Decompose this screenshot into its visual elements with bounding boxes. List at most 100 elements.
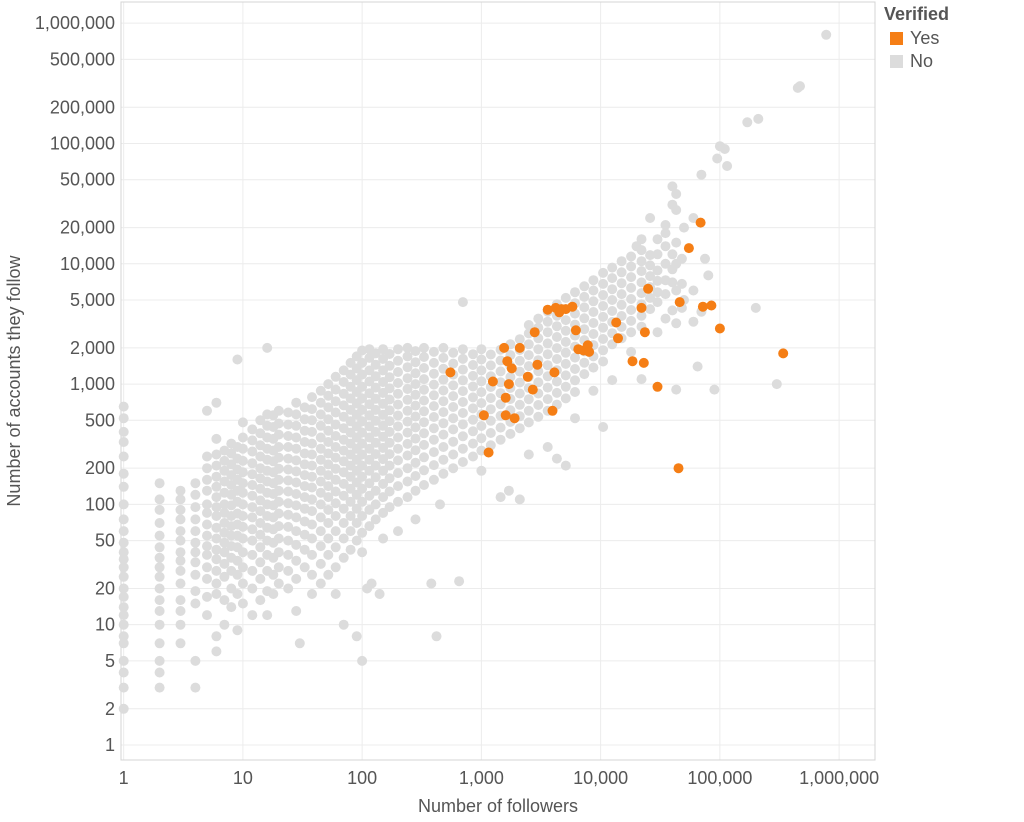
point-no[interactable] (307, 549, 317, 560)
point-no[interactable] (419, 480, 429, 490)
point-no[interactable] (384, 460, 395, 471)
point-no[interactable] (283, 442, 294, 452)
point-yes[interactable] (500, 410, 511, 421)
point-no[interactable] (247, 583, 258, 594)
point-no[interactable] (283, 565, 294, 576)
point-no[interactable] (202, 507, 212, 518)
point-no[interactable] (273, 429, 284, 440)
point-no[interactable] (468, 451, 478, 462)
point-no[interactable] (485, 428, 496, 438)
point-no[interactable] (410, 346, 421, 357)
point-no[interactable] (431, 631, 442, 642)
point-no[interactable] (667, 277, 678, 288)
point-no[interactable] (428, 423, 439, 434)
point-no[interactable] (323, 425, 334, 436)
point-no[interactable] (273, 562, 284, 573)
point-no[interactable] (330, 419, 341, 430)
point-no[interactable] (283, 464, 294, 475)
point-no[interactable] (378, 533, 389, 544)
point-no[interactable] (338, 490, 349, 501)
point-no[interactable] (457, 431, 468, 442)
point-no[interactable] (118, 571, 129, 582)
point-no[interactable] (211, 631, 222, 642)
point-no[interactable] (315, 420, 326, 431)
point-no[interactable] (523, 449, 534, 460)
point-no[interactable] (579, 369, 590, 380)
point-no[interactable] (703, 270, 714, 281)
point-no[interactable] (626, 315, 637, 326)
point-no[interactable] (202, 530, 212, 541)
point-no[interactable] (211, 511, 222, 521)
point-no[interactable] (357, 527, 368, 538)
point-no[interactable] (315, 385, 326, 396)
point-no[interactable] (435, 499, 445, 510)
point-no[interactable] (448, 391, 459, 402)
point-no[interactable] (616, 278, 627, 289)
point-no[interactable] (671, 318, 682, 329)
point-no[interactable] (315, 476, 326, 487)
point-no[interactable] (495, 422, 506, 433)
point-no[interactable] (273, 418, 284, 429)
point-no[interactable] (237, 598, 248, 609)
point-no[interactable] (232, 555, 243, 566)
point-no[interactable] (402, 362, 413, 373)
point-no[interactable] (323, 549, 334, 560)
point-yes[interactable] (584, 346, 595, 357)
point-no[interactable] (345, 511, 356, 521)
point-no[interactable] (175, 485, 186, 496)
point-no[interactable] (307, 589, 317, 599)
point-no[interactable] (542, 394, 553, 405)
point-no[interactable] (190, 514, 201, 525)
point-no[interactable] (357, 483, 368, 494)
point-no[interactable] (588, 362, 599, 373)
point-no[interactable] (370, 485, 381, 496)
point-no[interactable] (345, 544, 356, 555)
point-no[interactable] (370, 437, 381, 448)
point-no[interactable] (542, 338, 553, 349)
point-no[interactable] (118, 583, 129, 594)
point-no[interactable] (307, 415, 317, 426)
point-no[interactable] (607, 284, 618, 295)
point-no[interactable] (154, 655, 165, 666)
point-no[interactable] (636, 266, 647, 277)
point-no[interactable] (393, 344, 403, 355)
point-no[interactable] (323, 414, 334, 425)
point-no[interactable] (588, 285, 599, 296)
point-no[interactable] (175, 565, 186, 576)
point-no[interactable] (476, 465, 487, 476)
point-no[interactable] (291, 526, 302, 537)
point-no[interactable] (652, 327, 663, 338)
point-no[interactable] (570, 387, 580, 397)
point-no[interactable] (419, 384, 429, 395)
point-yes[interactable] (506, 363, 517, 374)
point-yes[interactable] (627, 356, 638, 367)
point-no[interactable] (457, 408, 468, 418)
point-no[interactable] (219, 619, 230, 630)
point-no[interactable] (357, 655, 368, 666)
point-no[interactable] (118, 451, 129, 462)
point-no[interactable] (299, 544, 310, 555)
point-no[interactable] (232, 569, 243, 580)
point-no[interactable] (211, 646, 222, 657)
point-no[interactable] (247, 502, 258, 513)
point-yes[interactable] (652, 381, 663, 392)
point-no[interactable] (364, 478, 375, 489)
point-no[interactable] (315, 487, 326, 498)
point-no[interactable] (323, 504, 334, 515)
point-yes[interactable] (514, 342, 525, 353)
point-no[interactable] (307, 404, 317, 415)
point-no[interactable] (626, 282, 637, 293)
point-no[interactable] (457, 344, 468, 355)
point-no[interactable] (448, 413, 459, 424)
point-no[interactable] (428, 401, 439, 412)
point-no[interactable] (709, 384, 720, 395)
point-no[interactable] (636, 277, 647, 288)
point-no[interactable] (419, 363, 429, 373)
point-no[interactable] (476, 421, 487, 431)
point-no[interactable] (419, 439, 429, 450)
point-no[interactable] (190, 547, 201, 558)
point-no[interactable] (283, 509, 294, 520)
point-no[interactable] (514, 388, 525, 399)
point-no[interactable] (402, 342, 413, 353)
point-no[interactable] (154, 504, 165, 515)
